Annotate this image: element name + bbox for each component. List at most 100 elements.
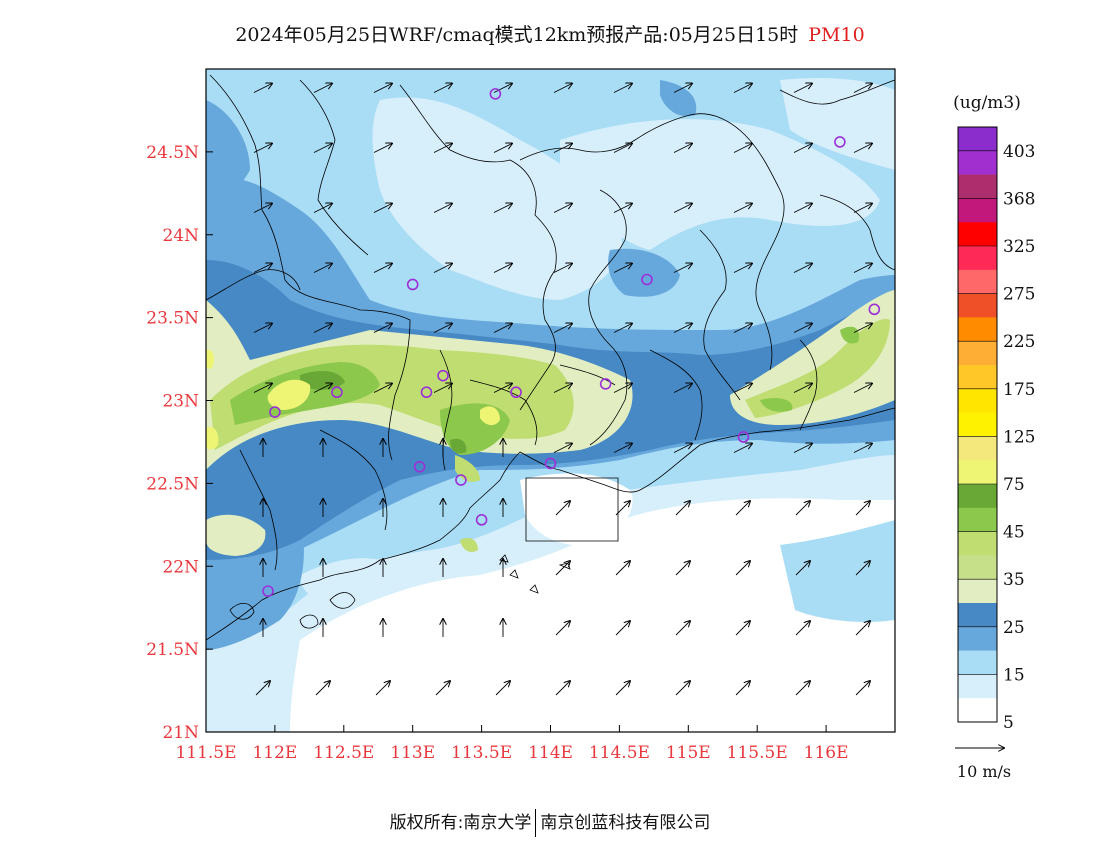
legend-swatch — [958, 269, 997, 294]
wind-arrow — [253, 324, 272, 333]
legend-swatch — [958, 460, 997, 485]
lon-tick-label: 116E — [804, 743, 849, 763]
wind-arrow — [615, 621, 630, 636]
station-marker — [406, 278, 419, 291]
wind-arrow — [793, 384, 812, 393]
legend-label: 368 — [1003, 189, 1035, 209]
legend-swatch — [958, 246, 997, 271]
wind-arrow — [733, 264, 752, 273]
wind-arrow — [613, 144, 632, 153]
wind-arrow — [793, 264, 812, 273]
wind-arrow — [853, 144, 872, 153]
wind-arrow — [735, 501, 750, 516]
station-marker — [737, 431, 750, 443]
legend-label: 125 — [1003, 427, 1035, 447]
station-marker — [834, 136, 846, 148]
wind-arrow — [855, 621, 870, 636]
station-marker — [413, 460, 426, 473]
legend-swatch — [958, 436, 997, 461]
lat-tick-label: 24.5N — [146, 143, 199, 163]
wind-arrow — [313, 384, 332, 393]
legend-swatch — [958, 555, 997, 580]
lon-tick-label: 111.5E — [175, 743, 236, 763]
wind-arrow — [555, 501, 570, 516]
lat-tick-label: 23.5N — [146, 309, 199, 329]
wind-arrow — [793, 84, 812, 93]
wind-arrow — [853, 204, 872, 213]
wind-arrow — [853, 264, 872, 273]
wind-arrow — [553, 84, 572, 93]
wind-arrow — [433, 384, 452, 393]
concentration-field — [206, 69, 895, 732]
wind-arrow — [855, 681, 870, 696]
station-marker — [489, 88, 502, 100]
wind-arrow — [613, 204, 632, 213]
wind-arrow — [673, 84, 692, 93]
wind-arrow — [673, 144, 692, 153]
lon-tick-label: 112E — [252, 743, 297, 763]
wind-arrow — [853, 444, 872, 453]
legend-swatch — [958, 650, 997, 675]
wind-arrow — [553, 384, 572, 393]
wind-arrow — [673, 264, 692, 273]
legend-swatch — [958, 365, 997, 390]
wind-arrow — [853, 324, 872, 333]
legend-swatch — [958, 603, 997, 628]
wind-arrow — [553, 264, 572, 273]
wind-arrow — [493, 84, 512, 93]
wind-arrow — [253, 204, 272, 213]
legend-swatch — [958, 388, 997, 413]
wind-arrow — [795, 561, 810, 576]
wind-arrow — [793, 444, 812, 453]
wind-arrow — [613, 444, 632, 453]
lat-tick-label: 23N — [162, 392, 199, 412]
wind-arrow — [553, 204, 572, 213]
wind-arrow — [553, 324, 572, 333]
footer-right: 南京创蓝科技有限公司 — [540, 813, 711, 833]
legend-label: 35 — [1003, 570, 1025, 590]
wind-arrow — [855, 561, 870, 576]
title-main: 2024年05月25日WRF/cmaq模式12km预报产品:05月25日15时 — [235, 24, 799, 46]
legend-swatch — [958, 674, 997, 699]
station-marker — [641, 273, 653, 286]
legend-swatch — [958, 127, 997, 152]
wind-vector-field — [253, 84, 872, 696]
wind-arrow — [433, 204, 452, 213]
wind-arrow — [795, 621, 810, 636]
wind-arrow — [493, 264, 512, 273]
footer-separator — [535, 809, 537, 837]
legend-label: 325 — [1003, 237, 1035, 257]
legend-swatch — [958, 341, 997, 366]
wind-arrow — [673, 444, 692, 453]
wind-arrow — [313, 264, 332, 273]
station-marker — [262, 585, 274, 597]
wind-arrow — [615, 681, 630, 696]
legend-swatch — [958, 579, 997, 604]
station-marker — [331, 386, 343, 399]
wind-arrow — [735, 621, 750, 636]
station-marker — [868, 303, 881, 316]
wind-arrow — [373, 84, 392, 93]
wind-arrow — [793, 324, 812, 333]
station-marker — [475, 514, 488, 526]
station-marker — [455, 474, 467, 486]
wind-arrow — [433, 144, 452, 153]
wind-arrow — [433, 264, 452, 273]
legend-swatch — [958, 698, 997, 723]
wind-arrow — [373, 324, 392, 333]
wind-arrow — [733, 384, 752, 393]
legend-label: 275 — [1003, 285, 1035, 305]
wind-arrow — [493, 204, 512, 213]
legend-label: 5 — [1003, 713, 1014, 733]
wind-arrow — [373, 144, 392, 153]
legend-swatch — [958, 293, 997, 318]
wind-arrow — [613, 84, 632, 93]
wind-arrow — [793, 204, 812, 213]
wind-arrow — [673, 204, 692, 213]
legend-swatch — [958, 198, 997, 223]
legend-swatch — [958, 484, 997, 509]
wind-arrow — [675, 621, 690, 636]
lon-tick-label: 112.5E — [313, 743, 374, 763]
legend-swatch — [958, 412, 997, 437]
wind-arrow — [675, 561, 690, 576]
